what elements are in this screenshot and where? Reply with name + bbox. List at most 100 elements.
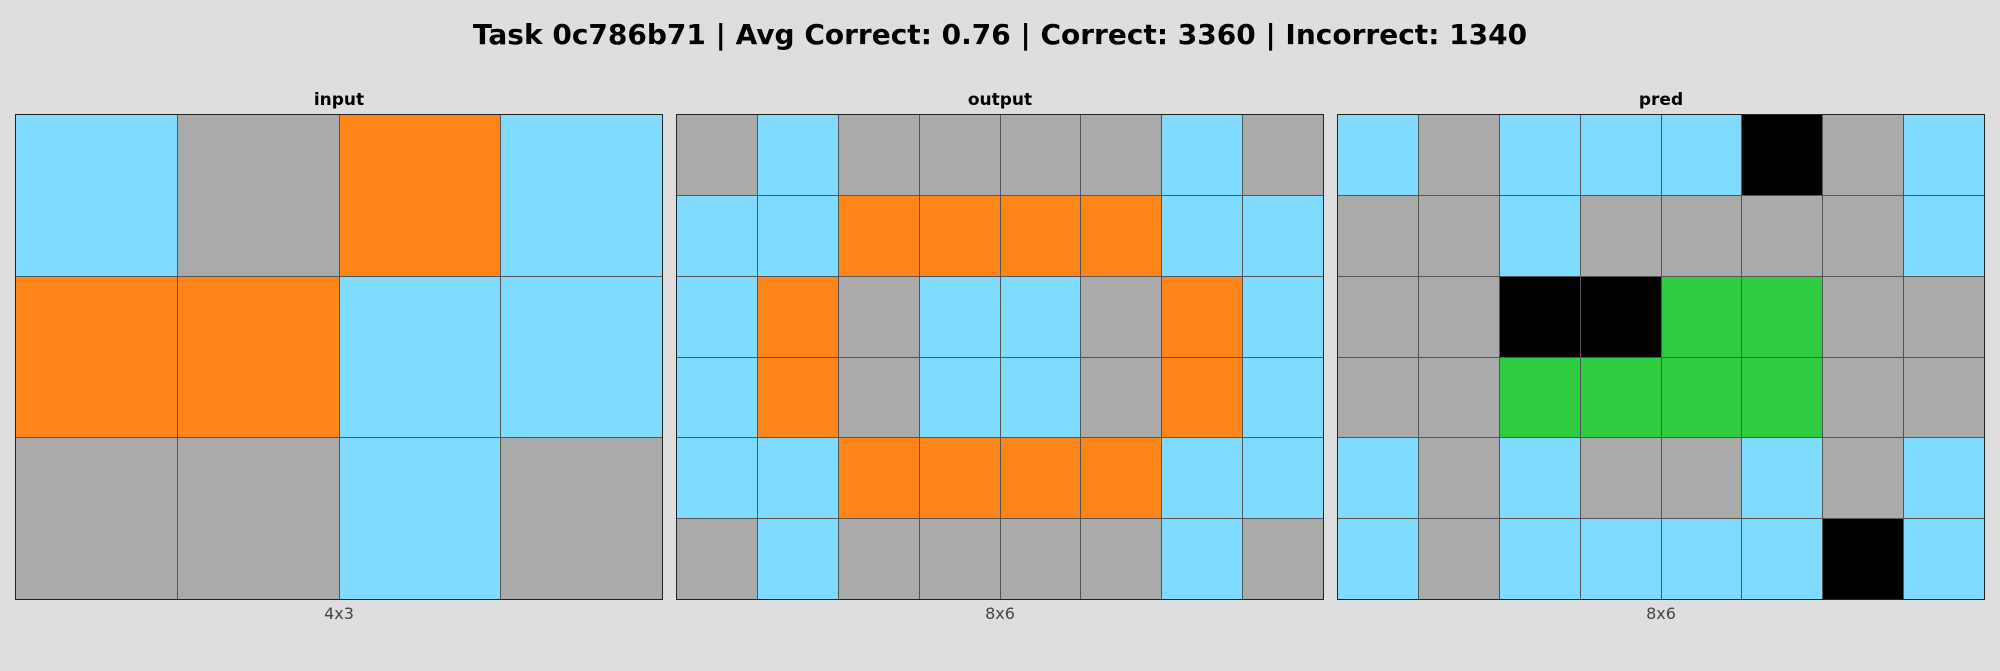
output-label: output (967, 90, 1033, 110)
grid-cell (1338, 195, 1418, 276)
grid-cell (1243, 519, 1323, 599)
grid-cell (1162, 519, 1243, 599)
grid-cell (1418, 438, 1499, 519)
grid-cell (1162, 195, 1243, 276)
grid-cell (1499, 438, 1580, 519)
grid-cell (1243, 438, 1323, 519)
grid-cell (838, 195, 919, 276)
grid-cell (1499, 357, 1580, 438)
grid-cell (1418, 115, 1499, 195)
grid-cell (1418, 276, 1499, 357)
grid-cell (677, 195, 757, 276)
grid-cell (919, 519, 1000, 599)
grid-cell (1580, 195, 1661, 276)
grid-cell (1081, 195, 1162, 276)
grid-cell (1580, 357, 1661, 438)
grid-cell (1742, 115, 1823, 195)
output-dims: 8x6 (985, 604, 1015, 623)
grid-cell (1742, 276, 1823, 357)
grid-cell (1499, 519, 1580, 599)
grid-cell (1418, 195, 1499, 276)
grid-cell (757, 438, 838, 519)
input-panel: input 4x3 (15, 88, 663, 623)
grid-cell (1904, 195, 1984, 276)
pred-panel: pred 8x6 (1337, 88, 1985, 623)
grid-cell (1904, 519, 1984, 599)
grid-cell (1418, 519, 1499, 599)
grid-cell (1904, 357, 1984, 438)
grid-cell (1081, 438, 1162, 519)
grid-cell (1000, 115, 1081, 195)
grid-cell (1823, 276, 1904, 357)
grid-cell (1904, 276, 1984, 357)
grid-cell (838, 276, 919, 357)
grid-cell (757, 115, 838, 195)
output-panel: output 8x6 (676, 88, 1324, 623)
figure-title: Task 0c786b71 | Avg Correct: 0.76 | Corr… (472, 18, 1528, 51)
grid-cell (1823, 438, 1904, 519)
grid-cell (177, 115, 339, 276)
grid-cell (677, 357, 757, 438)
pred-label: pred (1638, 90, 1684, 110)
grid-cell (1162, 357, 1243, 438)
grid-cell (677, 438, 757, 519)
grid-cell (919, 195, 1000, 276)
grid-cell (919, 438, 1000, 519)
grid-cell (1081, 519, 1162, 599)
grid-cell (1162, 276, 1243, 357)
input-label: input (313, 90, 365, 110)
grid-cell (1162, 438, 1243, 519)
grid-cell (1499, 115, 1580, 195)
grid-cell (1742, 519, 1823, 599)
grid-cell (1823, 519, 1904, 599)
grid-cell (1742, 195, 1823, 276)
grid-cell (1243, 357, 1323, 438)
grid-cell (1661, 195, 1742, 276)
grid-cell (919, 357, 1000, 438)
grid-cell (1661, 115, 1742, 195)
grid-cell (1338, 115, 1418, 195)
grid-cell (1661, 276, 1742, 357)
grid-cell (838, 438, 919, 519)
grid-cell (919, 115, 1000, 195)
grid-cell (1499, 276, 1580, 357)
grid-cell (838, 519, 919, 599)
grid-cell (1661, 438, 1742, 519)
grid-cell (1243, 276, 1323, 357)
grid-cell (1904, 115, 1984, 195)
grid-cell (1000, 195, 1081, 276)
grid-cell (1823, 115, 1904, 195)
grid-cell (919, 276, 1000, 357)
grid-cell (501, 115, 662, 276)
grid-cell (677, 519, 757, 599)
grid-cell (1580, 115, 1661, 195)
grid-cell (1742, 438, 1823, 519)
grid-cell (838, 357, 919, 438)
grid-cell (1000, 519, 1081, 599)
pred-grid (1337, 114, 1985, 600)
grid-cell (16, 438, 177, 599)
grid-cell (757, 195, 838, 276)
grid-cell (177, 438, 339, 599)
grid-cell (757, 519, 838, 599)
grid-cell (1499, 195, 1580, 276)
input-grid (15, 114, 663, 600)
output-grid (676, 114, 1324, 600)
grid-cell (339, 115, 501, 276)
grid-cell (1580, 519, 1661, 599)
grid-cell (1000, 276, 1081, 357)
grid-cell (1162, 115, 1243, 195)
input-dims: 4x3 (324, 604, 354, 623)
pred-dims: 8x6 (1646, 604, 1676, 623)
grid-cell (1904, 438, 1984, 519)
grid-cell (757, 357, 838, 438)
grid-cell (1000, 357, 1081, 438)
grid-cell (1418, 357, 1499, 438)
grid-cell (1338, 519, 1418, 599)
grid-cell (838, 115, 919, 195)
grid-cell (177, 276, 339, 438)
grid-cell (501, 438, 662, 599)
grid-cell (677, 276, 757, 357)
grid-cell (1243, 115, 1323, 195)
grid-cell (1243, 195, 1323, 276)
